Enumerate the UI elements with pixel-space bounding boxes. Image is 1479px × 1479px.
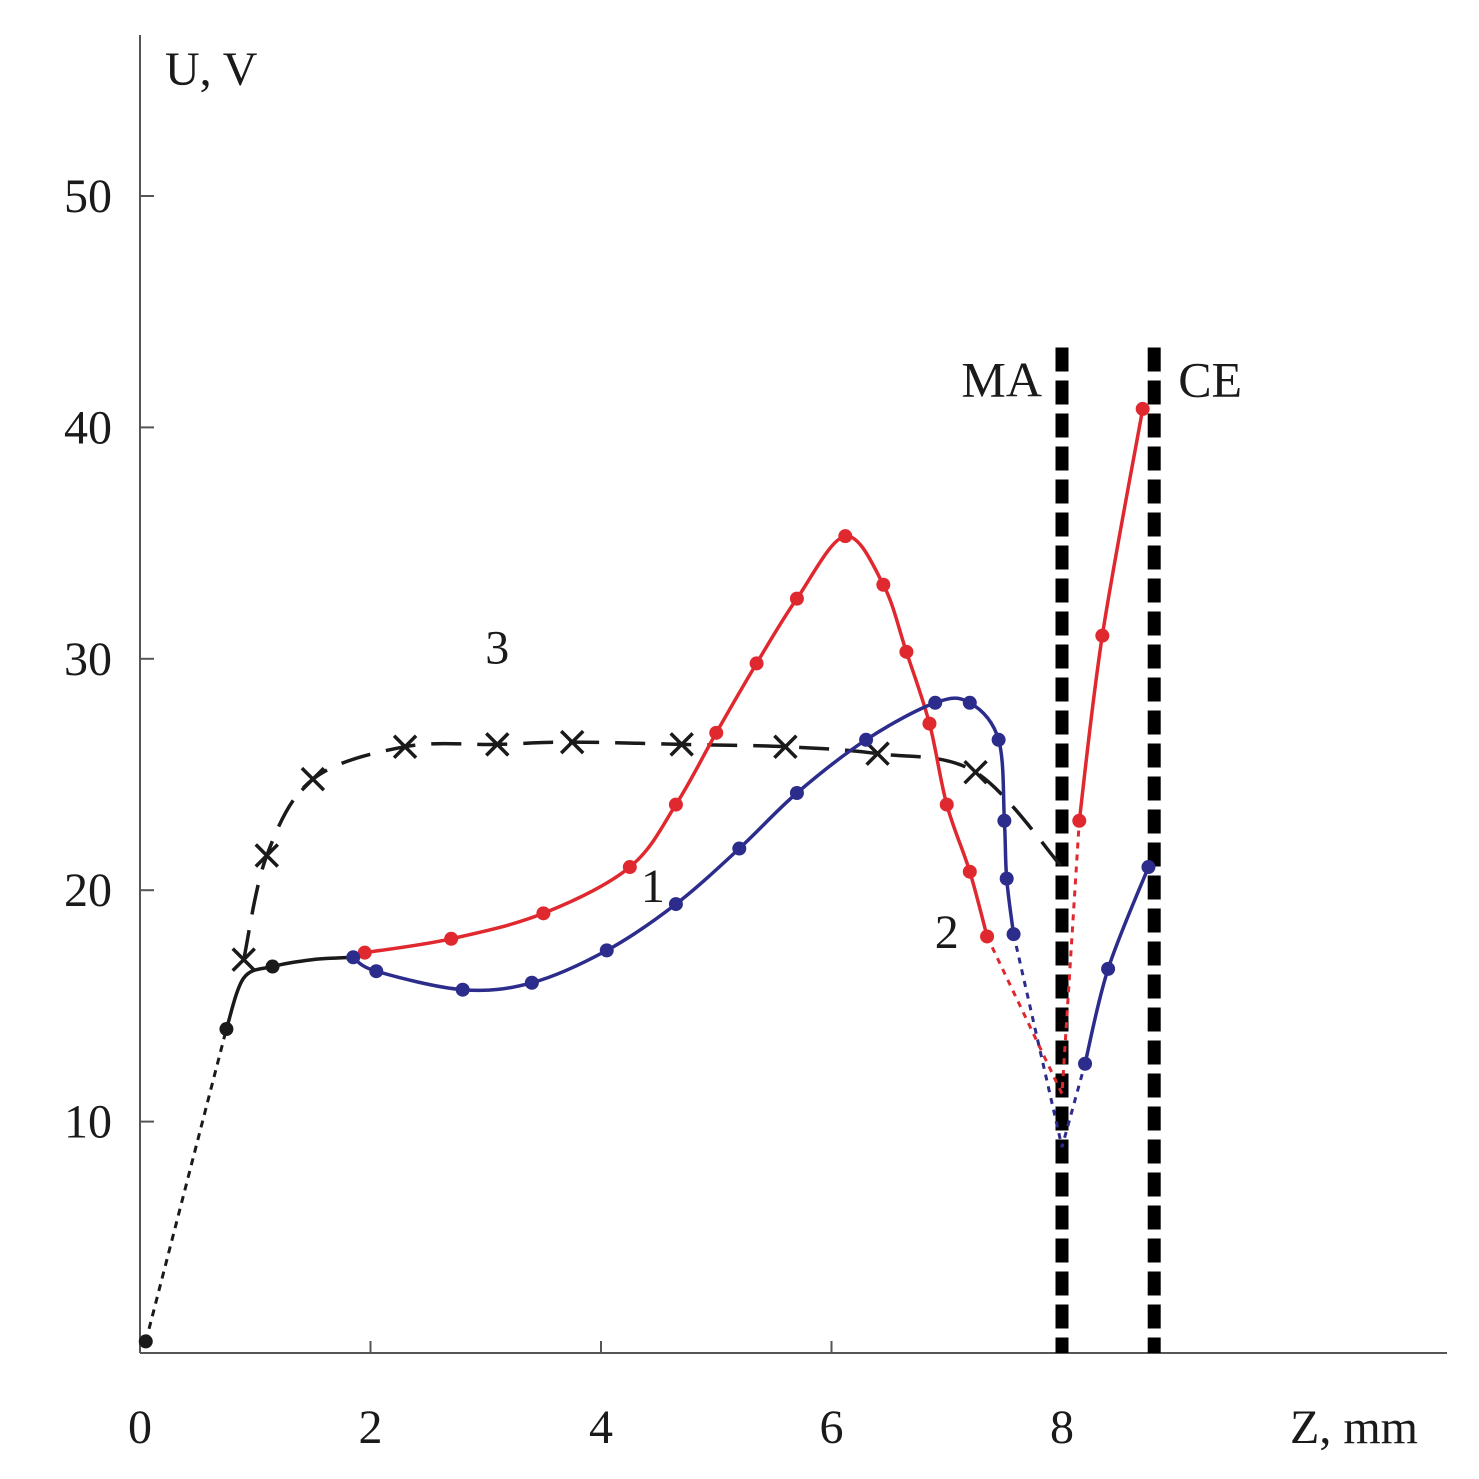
curve-3-point bbox=[559, 729, 585, 755]
curve-label: 2 bbox=[935, 906, 959, 959]
curve-1-point bbox=[899, 644, 914, 659]
vertical-marker-label: MA bbox=[961, 352, 1042, 408]
curve-1-point bbox=[749, 656, 764, 671]
curve-2-point bbox=[999, 871, 1014, 886]
curve-2-point bbox=[668, 897, 683, 912]
curve-2-dotted-line bbox=[1012, 933, 1087, 1148]
curve-1-point bbox=[838, 529, 853, 544]
curve-2-point bbox=[455, 982, 470, 997]
curve-1-point bbox=[622, 860, 637, 875]
x-tick-label: 4 bbox=[589, 1401, 613, 1454]
curve-2-point bbox=[599, 943, 614, 958]
curve-2-point bbox=[789, 786, 804, 801]
common-data-point bbox=[138, 1334, 153, 1349]
curve-2-point bbox=[1141, 860, 1156, 875]
common-solid-segment bbox=[224, 955, 354, 1030]
x-axis-title: Z, mm bbox=[1290, 1401, 1418, 1454]
curve-1-point bbox=[980, 929, 995, 944]
x-tick-label: 6 bbox=[820, 1401, 844, 1454]
y-tick-label: 40 bbox=[64, 401, 112, 454]
curve-2-point bbox=[732, 841, 747, 856]
curve-1-point bbox=[1072, 813, 1087, 828]
curve-label: 1 bbox=[641, 860, 665, 913]
curve-label: 3 bbox=[485, 621, 509, 674]
curve-1-point bbox=[668, 797, 683, 812]
curve-1-point bbox=[876, 577, 891, 592]
common-dotted-segment bbox=[144, 1028, 228, 1342]
curve-3-line bbox=[241, 740, 1064, 960]
x-tick-label: 0 bbox=[128, 1401, 152, 1454]
curves bbox=[138, 401, 1156, 1349]
curve-3-point bbox=[300, 766, 326, 792]
curve-3-point bbox=[231, 947, 256, 972]
curve-3-point bbox=[865, 741, 890, 766]
curve-1-point bbox=[536, 906, 551, 921]
y-tick-label: 50 bbox=[64, 170, 112, 223]
curve-2-point bbox=[1101, 961, 1116, 976]
curve-2-after-line bbox=[1083, 866, 1151, 1065]
y-tick-label: 20 bbox=[64, 864, 112, 917]
vertical-markers: MA CE bbox=[961, 347, 1242, 1353]
curve-3-point bbox=[392, 734, 418, 759]
curve-1-point bbox=[1135, 401, 1150, 416]
x-tick-label: 8 bbox=[1050, 1401, 1074, 1454]
curve-1-point bbox=[709, 725, 724, 740]
common-data-point bbox=[265, 959, 280, 974]
curve-1-point bbox=[939, 797, 954, 812]
common-data-point bbox=[219, 1022, 234, 1037]
curve-3-point bbox=[773, 734, 798, 759]
y-tick-label: 10 bbox=[64, 1096, 112, 1149]
curve-1-after-line bbox=[1077, 408, 1145, 822]
curve-2-point bbox=[997, 813, 1012, 828]
curve-3-point bbox=[669, 732, 694, 757]
curve-2-point bbox=[928, 695, 943, 710]
curve-1-point bbox=[962, 864, 977, 879]
axes: 0 2 4 6 8 10 20 30 40 50 Z, mm U, V bbox=[64, 35, 1447, 1454]
labels: 1 2 3 bbox=[485, 621, 958, 959]
curve-3-point bbox=[254, 843, 280, 868]
vertical-marker-label: CE bbox=[1178, 352, 1242, 408]
curve-2-point bbox=[524, 975, 539, 990]
y-tick-label: 30 bbox=[64, 633, 112, 686]
curve-1-point bbox=[1095, 628, 1110, 643]
curve-2-point bbox=[991, 732, 1006, 747]
curve-2-point bbox=[346, 950, 361, 965]
curve-2-point bbox=[962, 695, 977, 710]
x-tick-label: 2 bbox=[359, 1401, 383, 1454]
curve-1-point bbox=[444, 931, 459, 946]
curve-2-point bbox=[1006, 927, 1021, 942]
curve-2-point bbox=[1078, 1056, 1093, 1071]
y-axis-title: U, V bbox=[165, 43, 258, 96]
curve-3-point bbox=[963, 759, 988, 785]
curve-2-point bbox=[369, 964, 384, 979]
curve-1-point bbox=[357, 945, 372, 960]
curve-2-line bbox=[352, 696, 1016, 993]
curve-2-point bbox=[859, 732, 874, 747]
curve-3-point bbox=[485, 732, 510, 757]
curve-1-point bbox=[922, 716, 937, 731]
curve-1-point bbox=[789, 591, 804, 606]
